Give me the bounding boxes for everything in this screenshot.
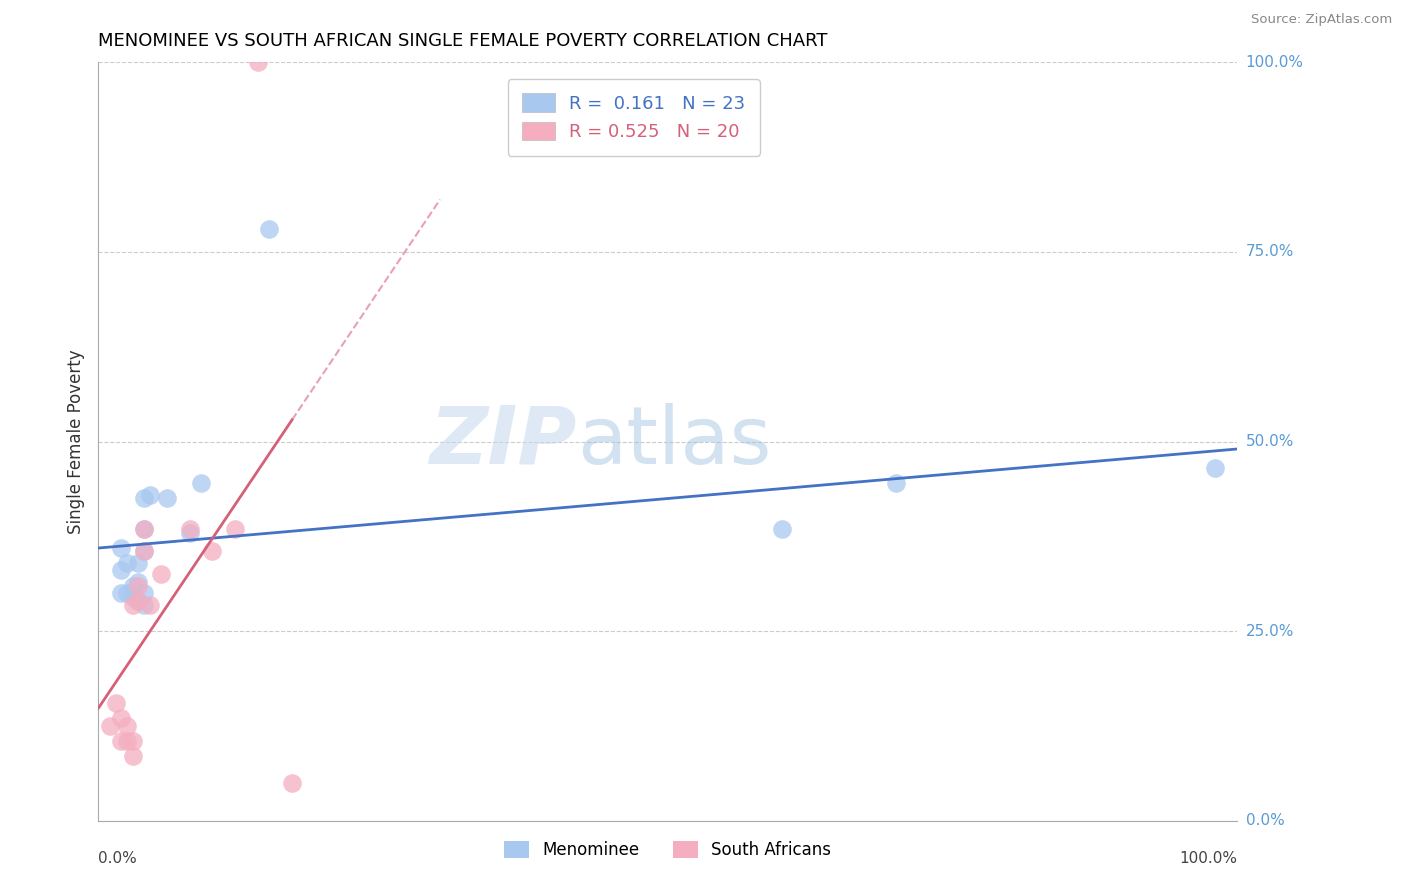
Point <box>127 574 149 589</box>
Text: 100.0%: 100.0% <box>1180 851 1237 866</box>
Point <box>1204 461 1226 475</box>
Point <box>115 719 138 733</box>
Point <box>246 55 269 70</box>
Point <box>190 476 212 491</box>
Point <box>884 476 907 491</box>
Text: MENOMINEE VS SOUTH AFRICAN SINGLE FEMALE POVERTY CORRELATION CHART: MENOMINEE VS SOUTH AFRICAN SINGLE FEMALE… <box>98 32 828 50</box>
Point <box>138 487 160 501</box>
Point <box>770 522 793 536</box>
Text: ZIP: ZIP <box>429 402 576 481</box>
Point <box>132 544 155 558</box>
Point <box>110 711 132 725</box>
Point <box>127 556 149 570</box>
Text: atlas: atlas <box>576 402 770 481</box>
Point <box>132 522 155 536</box>
Point <box>121 598 143 612</box>
Text: 100.0%: 100.0% <box>1246 55 1303 70</box>
Text: 0.0%: 0.0% <box>1246 814 1284 828</box>
Point <box>115 734 138 748</box>
Point <box>156 491 179 506</box>
Point <box>127 594 149 608</box>
Text: 75.0%: 75.0% <box>1246 244 1294 260</box>
Point <box>132 522 155 536</box>
Text: 50.0%: 50.0% <box>1246 434 1294 449</box>
Point <box>115 586 138 600</box>
Point <box>127 594 149 608</box>
Point <box>115 556 138 570</box>
Point <box>132 586 155 600</box>
Text: 25.0%: 25.0% <box>1246 624 1294 639</box>
Point <box>132 598 155 612</box>
Y-axis label: Single Female Poverty: Single Female Poverty <box>66 350 84 533</box>
Point <box>201 544 224 558</box>
Point <box>110 541 132 555</box>
Point <box>179 522 201 536</box>
Point <box>259 222 281 236</box>
Point <box>224 522 246 536</box>
Point <box>104 696 127 710</box>
Point <box>110 586 132 600</box>
Text: 0.0%: 0.0% <box>98 851 138 866</box>
Text: Source: ZipAtlas.com: Source: ZipAtlas.com <box>1251 13 1392 27</box>
Point <box>98 719 121 733</box>
Point <box>150 567 173 582</box>
Point <box>121 579 143 593</box>
Point <box>132 544 155 558</box>
Point <box>121 749 143 764</box>
Point <box>121 734 143 748</box>
Point <box>121 590 143 604</box>
Point <box>110 564 132 578</box>
Point <box>179 525 201 540</box>
Point <box>138 598 160 612</box>
Legend: Menominee, South Africans: Menominee, South Africans <box>498 834 838 865</box>
Point <box>132 491 155 506</box>
Point <box>127 579 149 593</box>
Point <box>110 734 132 748</box>
Point <box>281 776 304 790</box>
